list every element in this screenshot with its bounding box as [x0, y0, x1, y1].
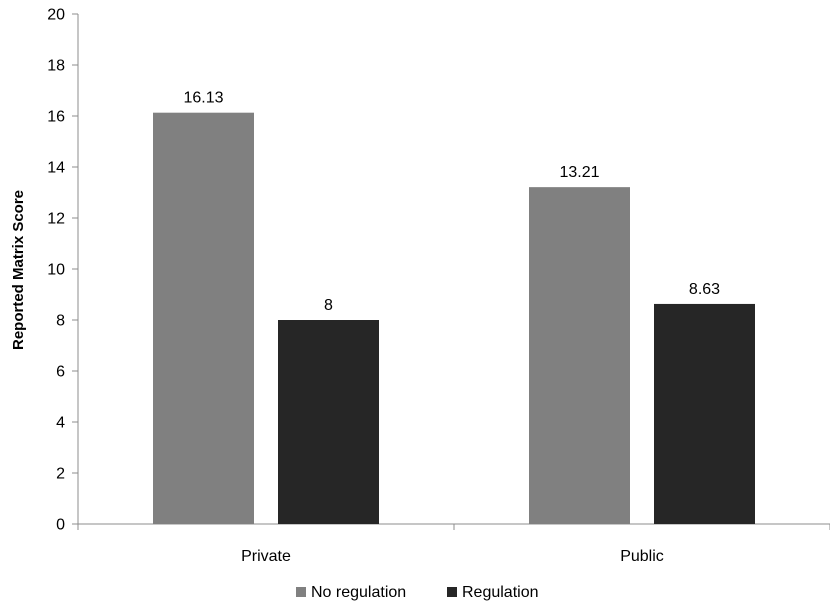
x-category-label: Private	[241, 548, 291, 565]
legend-label: Regulation	[462, 584, 539, 601]
bar-data-label: 13.21	[559, 164, 599, 181]
legend-label: No regulation	[311, 584, 406, 601]
data-labels-group: 16.13 8 13.21 8.63	[183, 90, 720, 314]
y-axis-title: Reported Matrix Score	[10, 190, 27, 350]
bar-data-label: 16.13	[183, 90, 223, 107]
legend: No regulation Regulation	[296, 584, 539, 601]
bar	[153, 112, 254, 524]
y-tick-label: 18	[47, 58, 65, 75]
y-tick-label: 12	[47, 211, 65, 228]
y-axis: 0 2 4 6 8 10 12 14 16 18 20	[47, 7, 79, 534]
x-axis: Private Public	[77, 523, 830, 565]
x-category-label: Public	[620, 548, 664, 565]
y-tick-label: 0	[56, 517, 65, 534]
legend-swatch	[296, 587, 306, 597]
legend-swatch	[447, 587, 457, 597]
bar-data-label: 8	[324, 297, 333, 314]
y-tick-label: 14	[47, 160, 65, 177]
y-tick-label: 20	[47, 7, 65, 24]
bar	[529, 187, 630, 524]
bar	[654, 303, 755, 524]
y-tick-label: 8	[56, 313, 65, 330]
y-tick-label: 10	[47, 262, 65, 279]
bar-data-label: 8.63	[689, 281, 720, 298]
y-tick-label: 6	[56, 364, 65, 381]
bars-group	[153, 112, 755, 524]
y-tick-label: 16	[47, 109, 65, 126]
y-tick-label: 4	[56, 415, 65, 432]
y-tick-label: 2	[56, 466, 65, 483]
bar	[278, 320, 379, 524]
